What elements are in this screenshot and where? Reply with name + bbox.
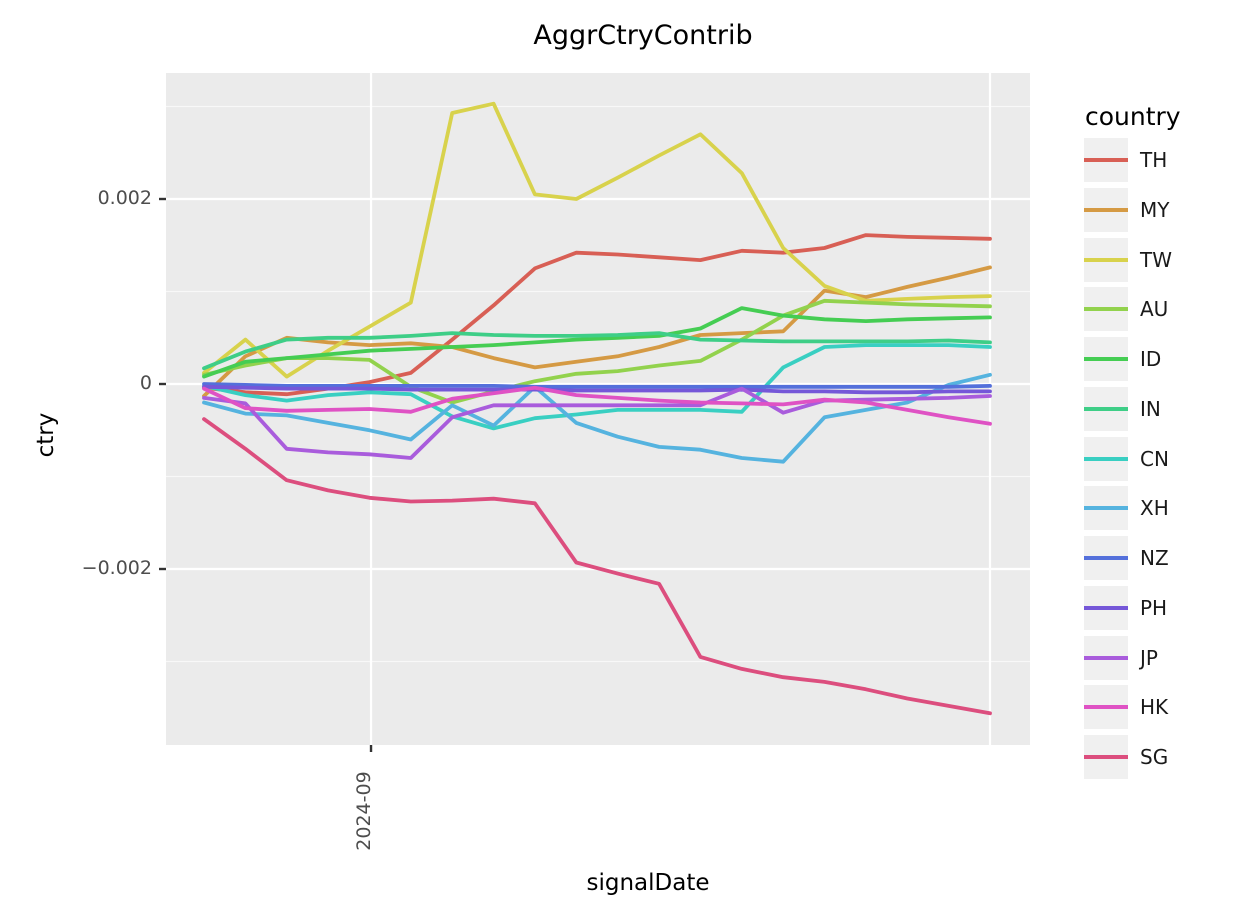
series-line-TW xyxy=(202,101,992,379)
legend-key-box xyxy=(1084,237,1128,282)
legend-line-swatch-SG xyxy=(1084,755,1128,759)
legend-label: TW xyxy=(1140,247,1172,272)
legend-item-ID: ID xyxy=(1084,337,1253,381)
chart-title: AggrCtryContrib xyxy=(533,20,753,51)
legend-key-box xyxy=(1084,436,1128,481)
legend-label: JP xyxy=(1140,645,1158,670)
y-tick-label: 0.002 xyxy=(97,187,152,209)
legend-line-swatch-AU xyxy=(1084,307,1128,312)
legend-item-IN: IN xyxy=(1084,386,1253,431)
legend-item-NZ: NZ xyxy=(1084,536,1253,580)
legend-line-swatch-PH xyxy=(1084,605,1128,610)
legend-item-SG: SG xyxy=(1084,735,1253,779)
legend-title: country xyxy=(1085,102,1181,131)
legend-item-AU: AU xyxy=(1084,287,1253,332)
legend-line-swatch-IN xyxy=(1084,406,1128,411)
legend-key-box xyxy=(1084,386,1128,431)
x-axis-title: signalDate xyxy=(586,870,710,896)
legend-label: AU xyxy=(1140,297,1169,322)
legend-item-JP: JP xyxy=(1084,635,1253,680)
legend-key-box xyxy=(1084,187,1128,232)
legend-label: ID xyxy=(1140,347,1162,371)
legend-line-swatch-HK xyxy=(1084,705,1128,710)
legend-item-TH: TH xyxy=(1084,138,1253,182)
legend-item-PH: PH xyxy=(1084,585,1253,630)
y-tick-label: 0 xyxy=(139,372,152,394)
y-tick-label: −0.002 xyxy=(81,557,152,579)
legend-line-swatch-NZ xyxy=(1084,556,1128,560)
legend-key-box xyxy=(1084,287,1128,332)
legend-line-swatch-TH xyxy=(1084,158,1128,162)
legend-label: CN xyxy=(1140,446,1169,471)
series-line-XH xyxy=(202,372,992,464)
legend-label: TH xyxy=(1140,148,1168,172)
series-line-JP xyxy=(202,386,992,460)
legend-key-box xyxy=(1084,735,1128,779)
legend-item-XH: XH xyxy=(1084,486,1253,531)
series-line-MY xyxy=(202,265,992,398)
legend-line-swatch-CN xyxy=(1084,456,1128,461)
series-line-IN xyxy=(202,331,992,371)
series-line-PH xyxy=(202,384,992,395)
legend-key-box xyxy=(1084,536,1128,580)
series-line-CN xyxy=(202,343,992,431)
legend-label: IN xyxy=(1140,396,1161,421)
legend-line-swatch-XH xyxy=(1084,506,1128,511)
y-axis-title: ctry xyxy=(33,412,59,458)
legend-label: XH xyxy=(1140,496,1169,521)
legend-key-box xyxy=(1084,685,1128,730)
legend-item-TW: TW xyxy=(1084,237,1253,282)
legend-key-box xyxy=(1084,337,1128,381)
legend-label: HK xyxy=(1140,695,1169,720)
legend-key-box xyxy=(1084,635,1128,680)
legend-item-MY: MY xyxy=(1084,187,1253,232)
legend-line-swatch-TW xyxy=(1084,257,1128,262)
legend-label: PH xyxy=(1140,595,1168,620)
legend-label: MY xyxy=(1140,197,1170,222)
legend-line-swatch-ID xyxy=(1084,357,1128,361)
legend-label: NZ xyxy=(1140,546,1169,570)
legend-key-box xyxy=(1084,486,1128,531)
series-line-AU xyxy=(202,298,992,405)
legend-line-swatch-MY xyxy=(1084,207,1128,212)
legend-key-box xyxy=(1084,138,1128,182)
series-line-ID xyxy=(202,306,992,379)
series-line-HK xyxy=(202,385,992,426)
legend-item-CN: CN xyxy=(1084,436,1253,481)
x-tick-label: 2024-09 xyxy=(353,771,375,851)
legend-label: SG xyxy=(1140,745,1169,769)
legend-item-HK: HK xyxy=(1084,685,1253,730)
legend-key-box xyxy=(1084,585,1128,630)
series-line-NZ xyxy=(202,382,992,389)
series-line-SG xyxy=(202,417,992,716)
legend-line-swatch-JP xyxy=(1084,655,1128,660)
